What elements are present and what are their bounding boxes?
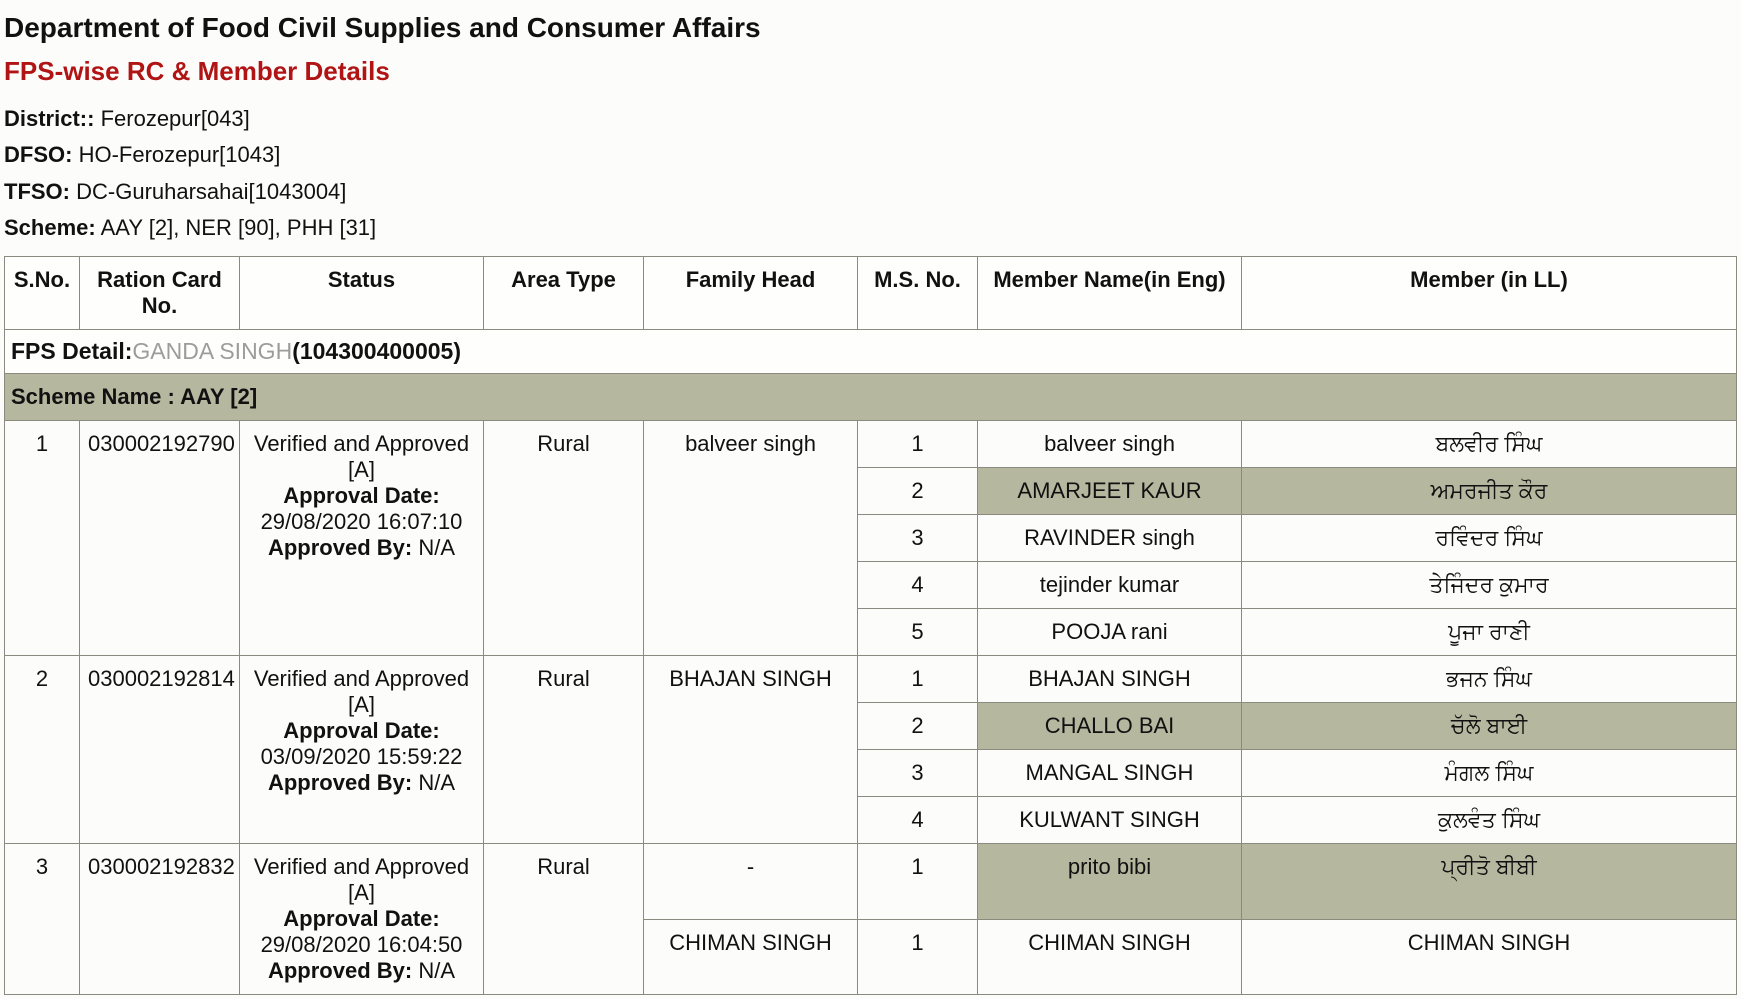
cell-rc: 030002192814 (80, 656, 240, 844)
tfso-value: DC-Guruharsahai[1043004] (76, 179, 346, 204)
cell-member-ll: ਚੱਲੋ ਬਾਈ (1242, 703, 1737, 750)
cell-member-ll: ਮੰਗਲ ਸਿੰਘ (1242, 750, 1737, 797)
cell-family-head: CHIMAN SINGH (644, 919, 858, 995)
cell-msno: 1 (858, 919, 978, 995)
cell-member-ll: ਅਮਰਜੀਤ ਕੌਰ (1242, 468, 1737, 515)
cell-msno: 2 (858, 703, 978, 750)
cell-family-head: - (644, 844, 858, 920)
col-status: Status (240, 257, 484, 330)
cell-member-eng: CHIMAN SINGH (978, 919, 1242, 995)
scheme-value: AAY [2], NER [90], PHH [31] (101, 215, 377, 240)
col-sno: S.No. (5, 257, 80, 330)
cell-member-eng: AMARJEET KAUR (978, 468, 1242, 515)
cell-area: Rural (484, 656, 644, 844)
cell-member-ll: ਪ੍ਰੀਤੋ ਬੀਬੀ (1242, 844, 1737, 920)
cell-member-eng: balveer singh (978, 421, 1242, 468)
district-value: Ferozepur[043] (101, 106, 250, 131)
cell-msno: 5 (858, 609, 978, 656)
table-row: 1030002192790Verified and Approved [A]Ap… (5, 421, 1737, 468)
scheme-name-row: Scheme Name : AAY [2] (5, 374, 1737, 421)
cell-status: Verified and Approved [A]Approval Date: … (240, 844, 484, 995)
fps-detail-row: FPS Detail:GANDA SINGH(104300400005) (5, 330, 1737, 374)
rc-member-table: S.No. Ration Card No. Status Area Type F… (4, 256, 1737, 995)
cell-msno: 1 (858, 421, 978, 468)
tfso-label: TFSO: (4, 179, 70, 204)
col-msno: M.S. No. (858, 257, 978, 330)
table-row: 3030002192832Verified and Approved [A]Ap… (5, 844, 1737, 920)
cell-member-ll: ਕੁਲਵੰਤ ਸਿੰਘ (1242, 797, 1737, 844)
cell-rc: 030002192832 (80, 844, 240, 995)
cell-member-ll: ਭਜਨ ਸਿੰਘ (1242, 656, 1737, 703)
cell-sno: 3 (5, 844, 80, 995)
col-ll: Member (in LL) (1242, 257, 1737, 330)
cell-msno: 4 (858, 562, 978, 609)
cell-msno: 4 (858, 797, 978, 844)
table-header-row: S.No. Ration Card No. Status Area Type F… (5, 257, 1737, 330)
dfso-value: HO-Ferozepur[1043] (79, 142, 281, 167)
cell-msno: 3 (858, 515, 978, 562)
cell-area: Rural (484, 421, 644, 656)
cell-status: Verified and Approved [A]Approval Date: … (240, 656, 484, 844)
cell-msno: 1 (858, 844, 978, 920)
cell-member-eng: CHALLO BAI (978, 703, 1242, 750)
col-head: Family Head (644, 257, 858, 330)
cell-member-ll: ਬਲਵੀਰ ਸਿੰਘ (1242, 421, 1737, 468)
table-row: 2030002192814Verified and Approved [A]Ap… (5, 656, 1737, 703)
dfso-label: DFSO: (4, 142, 72, 167)
cell-msno: 1 (858, 656, 978, 703)
cell-sno: 1 (5, 421, 80, 656)
col-eng: Member Name(in Eng) (978, 257, 1242, 330)
cell-member-ll: ਰਵਿੰਦਰ ਸਿੰਘ (1242, 515, 1737, 562)
cell-family-head: balveer singh (644, 421, 858, 656)
district-label: District:: (4, 106, 94, 131)
cell-member-eng: prito bibi (978, 844, 1242, 920)
cell-msno: 3 (858, 750, 978, 797)
cell-member-ll: CHIMAN SINGH (1242, 919, 1737, 995)
cell-rc: 030002192790 (80, 421, 240, 656)
cell-member-eng: BHAJAN SINGH (978, 656, 1242, 703)
report-title: FPS-wise RC & Member Details (4, 56, 1737, 87)
cell-member-ll: ਪੂਜਾ ਰਾਣੀ (1242, 609, 1737, 656)
cell-sno: 2 (5, 656, 80, 844)
cell-member-eng: RAVINDER singh (978, 515, 1242, 562)
cell-status: Verified and Approved [A]Approval Date: … (240, 421, 484, 656)
cell-msno: 2 (858, 468, 978, 515)
cell-member-ll: ਤੇਜਿੰਦਰ ਕੁਮਾਰ (1242, 562, 1737, 609)
col-area: Area Type (484, 257, 644, 330)
cell-member-eng: POOJA rani (978, 609, 1242, 656)
cell-member-eng: tejinder kumar (978, 562, 1242, 609)
cell-area: Rural (484, 844, 644, 995)
cell-member-eng: KULWANT SINGH (978, 797, 1242, 844)
cell-family-head: BHAJAN SINGH (644, 656, 858, 844)
cell-member-eng: MANGAL SINGH (978, 750, 1242, 797)
page-title: Department of Food Civil Supplies and Co… (4, 12, 1737, 44)
scheme-label: Scheme: (4, 215, 96, 240)
meta-block: District:: Ferozepur[043] DFSO: HO-Feroz… (4, 101, 1737, 246)
col-rc: Ration Card No. (80, 257, 240, 330)
